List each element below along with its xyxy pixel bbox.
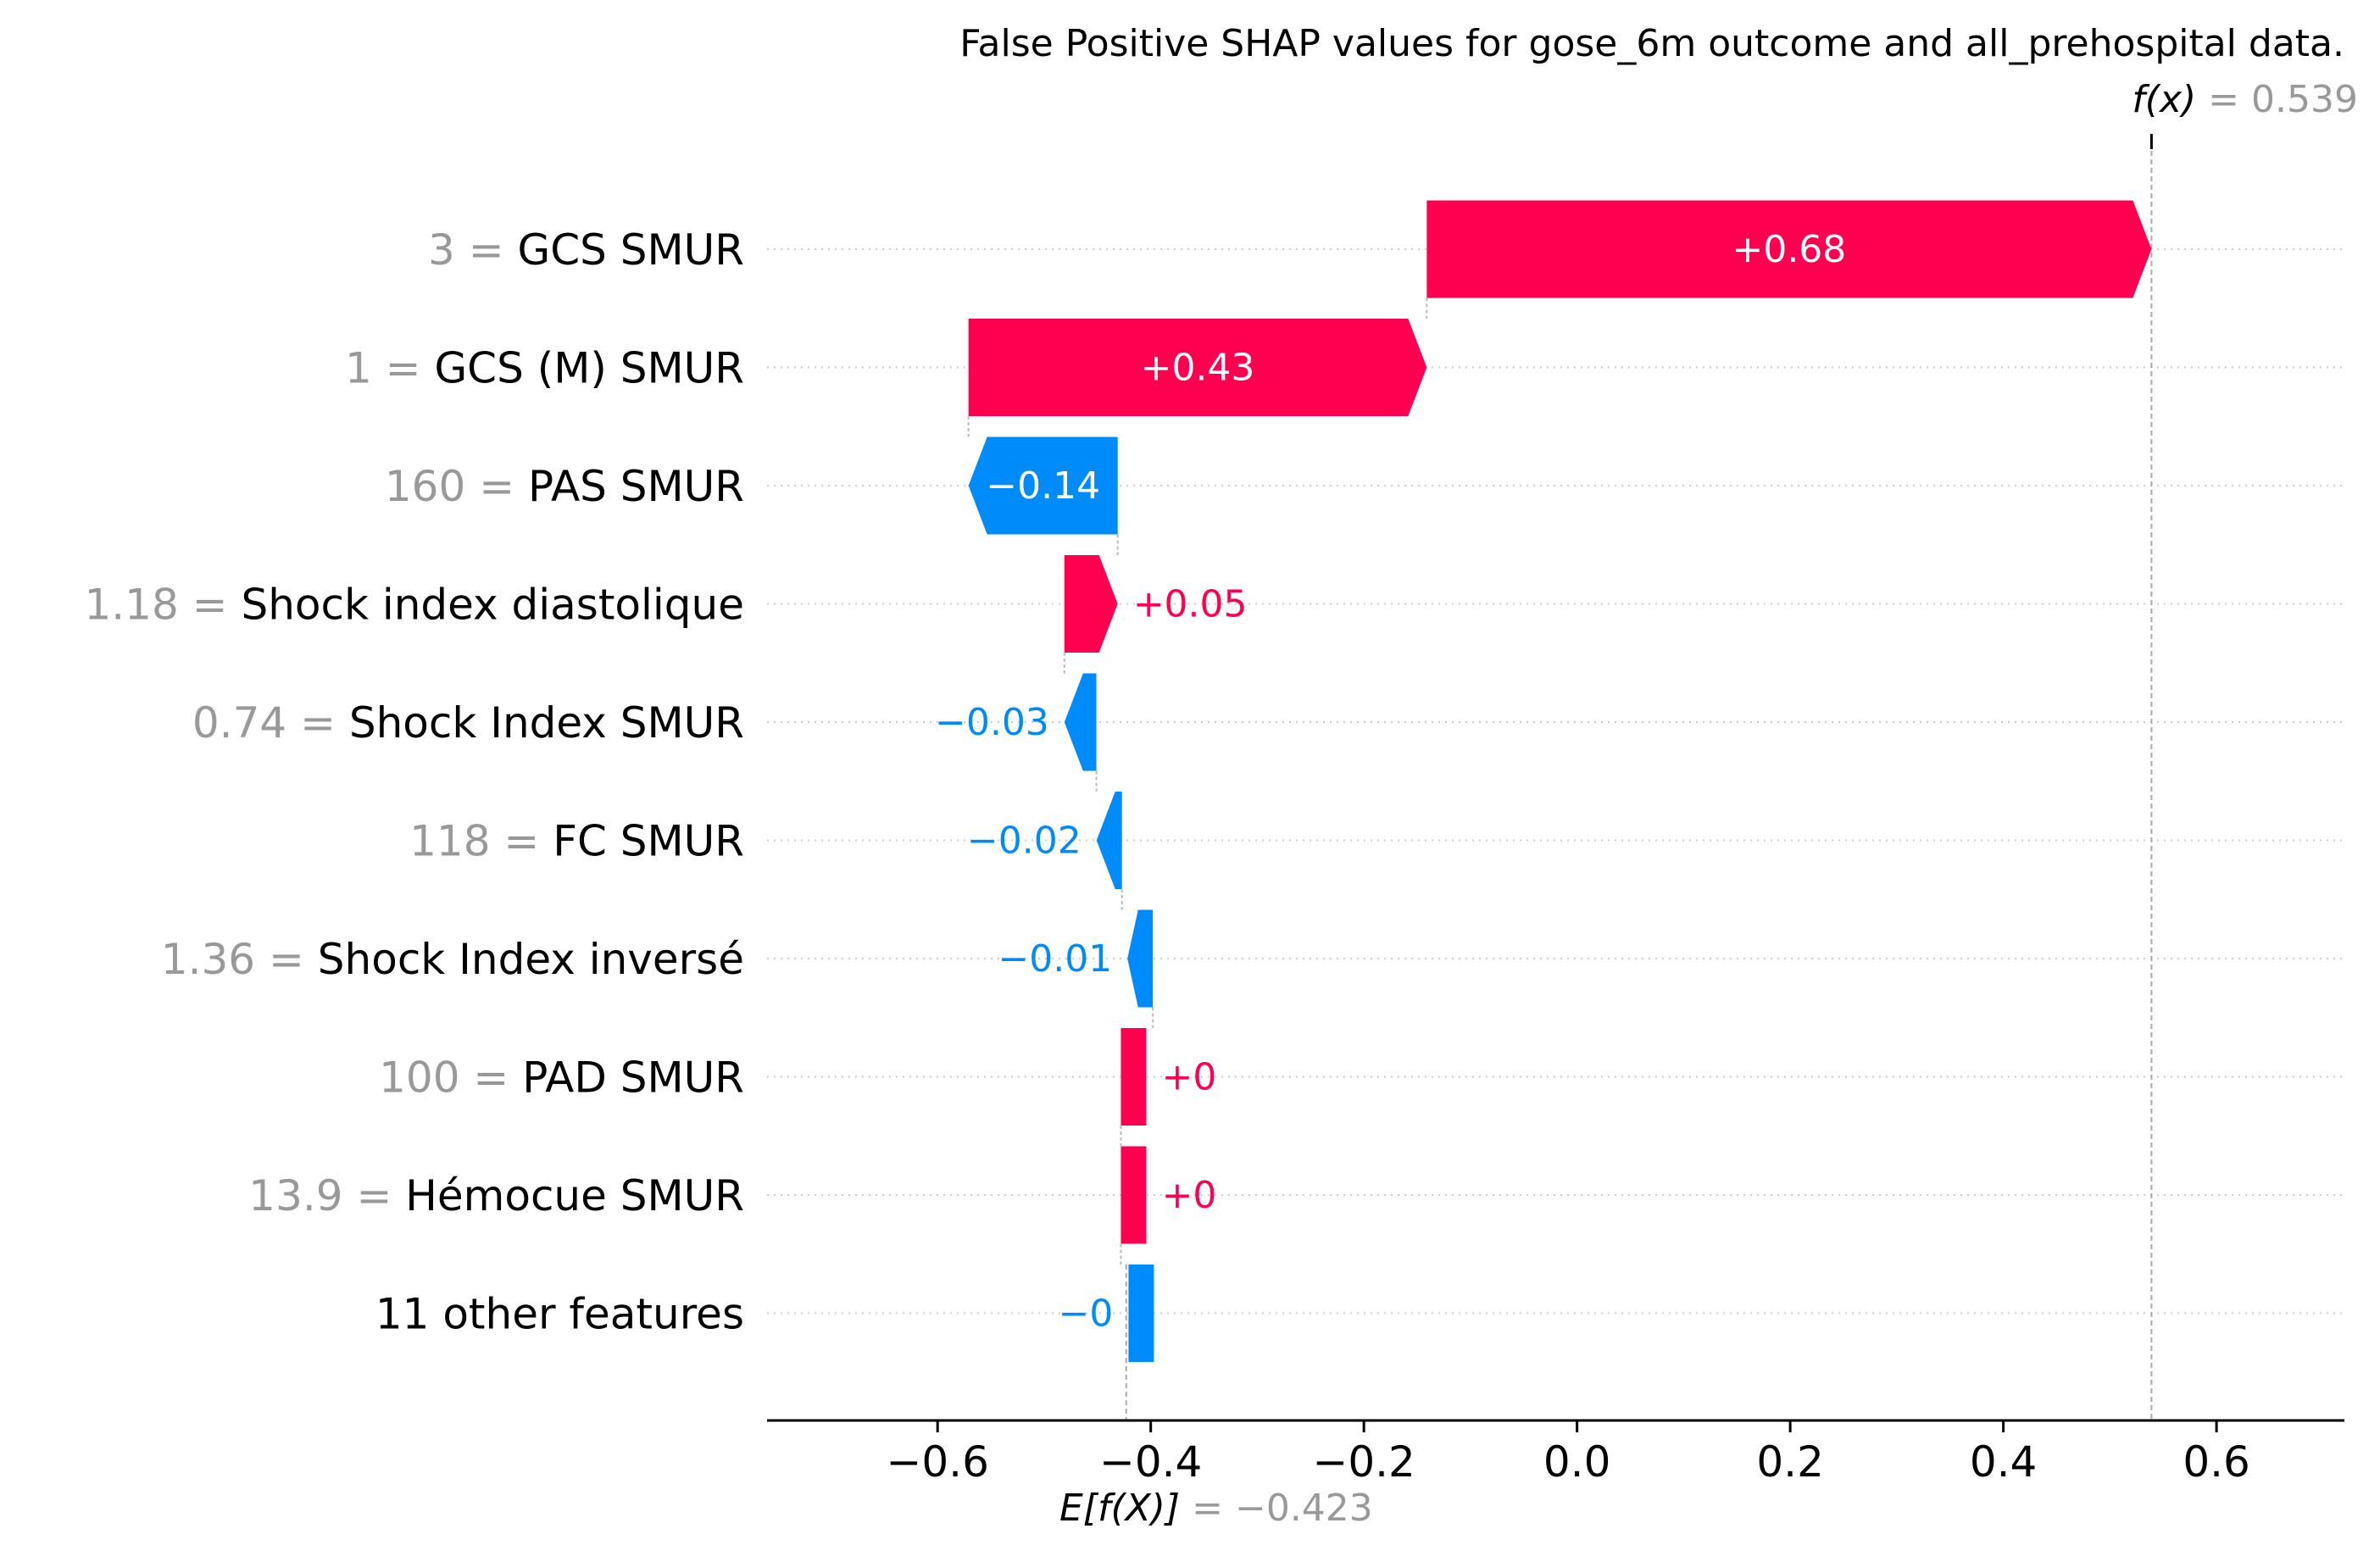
feature-label: 1 = GCS (M) SMUR [345, 344, 744, 393]
shap-bar [1064, 555, 1118, 653]
x-tick-label: −0.2 [1312, 1437, 1415, 1487]
shap-value-label: +0 [1161, 1174, 1216, 1217]
feature-label: 11 other features [375, 1290, 744, 1339]
feature-name: Hémocue SMUR [405, 1171, 744, 1220]
feature-value: 1.36 = [161, 935, 318, 984]
feature-value: 0.74 = [192, 698, 349, 748]
base-symbol: E[f(X)] [1059, 1487, 1180, 1530]
feature-label: 13.9 = Hémocue SMUR [248, 1171, 744, 1220]
x-tick-label: −0.4 [1099, 1437, 1202, 1487]
feature-label: 118 = FC SMUR [409, 817, 744, 866]
base-value: = −0.423 [1180, 1487, 1373, 1530]
feature-name: Shock Index inversé [318, 935, 744, 984]
shap-value-label: −0.01 [998, 937, 1112, 981]
feature-name: PAD SMUR [522, 1053, 744, 1103]
feature-name: FC SMUR [553, 817, 744, 866]
shap-value-label: −0 [1059, 1292, 1114, 1336]
feature-name: 11 other features [375, 1290, 744, 1339]
base-annotation: E[f(X)] = −0.423 [1059, 1487, 1373, 1530]
shap-bar [1128, 1265, 1154, 1362]
shap-value-label: −0.03 [935, 701, 1049, 744]
shap-bar [1127, 909, 1154, 1008]
shap-bar [968, 319, 1427, 416]
feature-value: 160 = [385, 462, 528, 511]
shap-bar [1120, 1028, 1147, 1126]
feature-label: 3 = GCS SMUR [428, 225, 744, 275]
fx-annotation: f(x) = 0.539 [2132, 78, 2358, 121]
shap-value-label: −0.14 [986, 464, 1100, 508]
feature-label: 100 = PAD SMUR [379, 1053, 744, 1103]
x-tick-label: 0.4 [1970, 1437, 2038, 1487]
shap-value-label: +0.68 [1732, 228, 1846, 271]
shap-bar [1064, 673, 1097, 771]
feature-label: 1.36 = Shock Index inversé [161, 935, 744, 984]
feature-name: GCS (M) SMUR [434, 344, 744, 393]
feature-value: 1.18 = [84, 581, 241, 630]
x-axis: −0.6 −0.4 −0.2 0.0 0.2 0.4 0.6 f(x) = 0.539 E[f(… [767, 78, 2358, 1530]
shap-value-label: +0 [1161, 1056, 1216, 1099]
feature-value: 13.9 = [248, 1171, 405, 1220]
shap-value-label: −0.02 [967, 820, 1082, 863]
feature-label: 0.74 = Shock Index SMUR [192, 698, 744, 748]
x-tick-label: −0.6 [886, 1437, 988, 1487]
feature-value: 118 = [409, 817, 553, 866]
feature-name: PAS SMUR [528, 462, 744, 511]
feature-name: GCS SMUR [517, 225, 744, 275]
shap-bar [1120, 1146, 1147, 1244]
shap-bar [1096, 792, 1122, 889]
x-tick-label: 0.2 [1756, 1437, 1824, 1487]
x-tick-label: 0.0 [1543, 1437, 1611, 1487]
feature-label: 1.18 = Shock index diastolique [84, 581, 744, 630]
fx-value: = 0.539 [2196, 78, 2358, 121]
bars: +0.68 +0.43 −0.14 +0.05 −0.03 −0.02 −0.01 +0 +0 −… [935, 200, 2152, 1362]
shap-value-label: +0.05 [1133, 583, 1248, 626]
feature-value: 3 = [428, 225, 518, 275]
x-tick-label: 0.6 [2183, 1437, 2250, 1487]
shap-value-label: +0.43 [1141, 347, 1255, 390]
chart-title: False Positive SHAP values for gose_6m o… [959, 22, 2344, 65]
reference-lines [967, 134, 2153, 1420]
feature-label: 160 = PAS SMUR [385, 462, 744, 511]
feature-name: Shock Index SMUR [349, 698, 744, 748]
feature-labels: 3 = GCS SMUR 1 = GCS (M) SMUR 160 = PAS SM… [84, 225, 744, 1339]
shap-bar [968, 436, 1118, 535]
feature-value: 100 = [379, 1053, 522, 1103]
feature-value: 1 = [345, 344, 435, 393]
shap-bar [1426, 200, 2152, 298]
fx-symbol: f(x) [2132, 78, 2196, 121]
feature-name: Shock index diastolique [241, 581, 744, 630]
